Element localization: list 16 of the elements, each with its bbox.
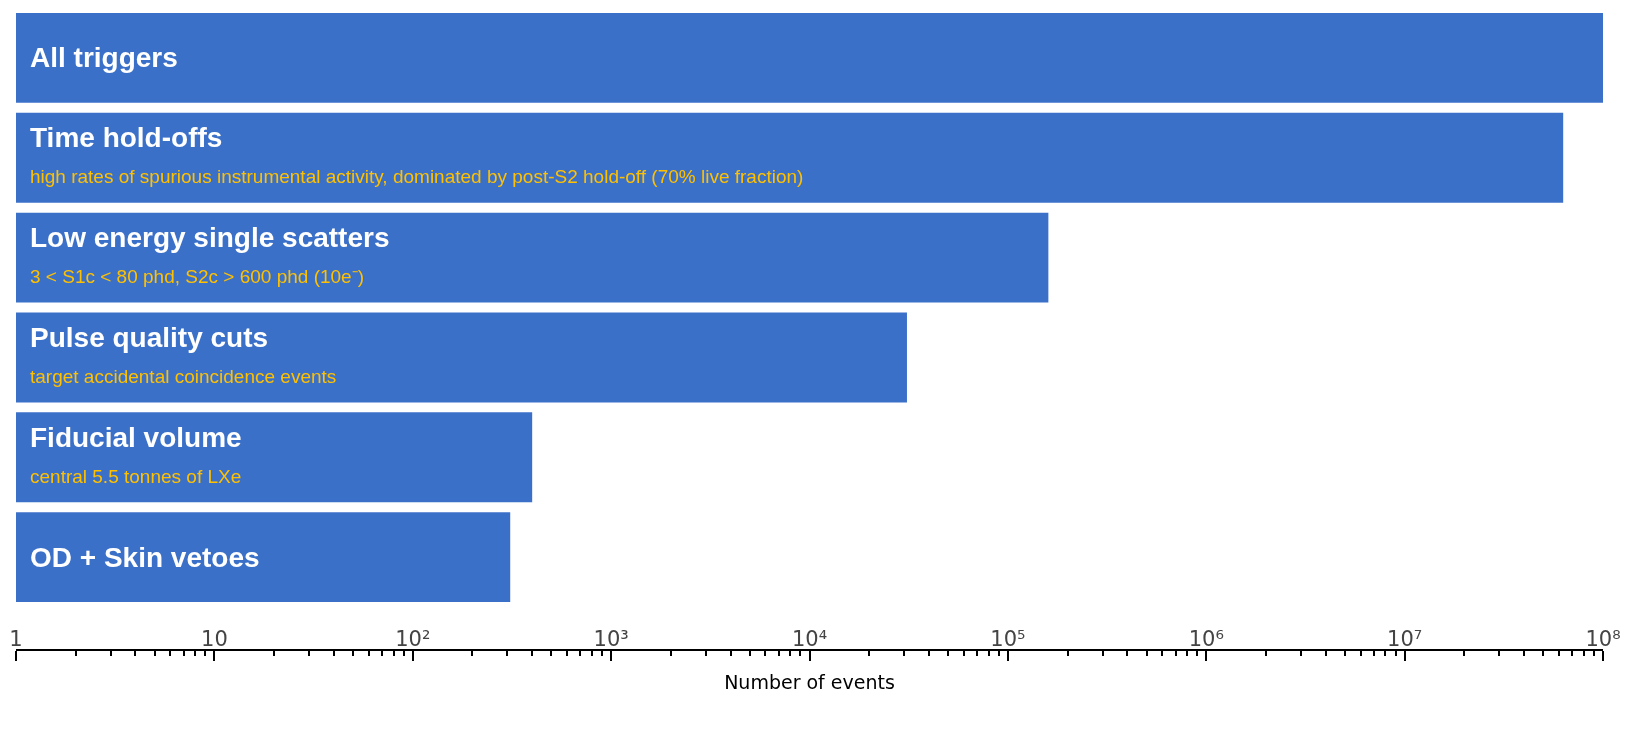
x-tick-label: 10⁶ [1188, 627, 1224, 652]
x-tick-label: 10⁸ [1585, 627, 1621, 652]
x-tick-label: 10⁵ [990, 627, 1026, 652]
x-tick-label: 10² [395, 627, 431, 652]
y-tick-label: Time hold-offs high rates of spurious instrumental activity, dominated by post-S2 hold-off (70% live fraction) [30, 122, 804, 188]
y-tick-label: OD + Skin vetoes [30, 542, 260, 573]
x-tick-label: 1 [9, 627, 23, 652]
x-tick-label: 10⁴ [791, 627, 828, 652]
x-tick-label: 10³ [593, 627, 629, 652]
x-tick-label: 10⁷ [1387, 627, 1423, 652]
x-tick-label: 10 [201, 627, 228, 652]
x-axis-title: Number of events [724, 670, 895, 693]
y-tick-label: Low energy single scatters 3 < S1c < 80 phd, S2c > 600 phd (10e⁻) [30, 222, 390, 288]
y-tick-label: All triggers [30, 42, 178, 73]
y-tick-label: Fiducial volume central 5.5 tonnes of LXe [30, 422, 242, 488]
y-tick-label: Pulse quality cuts target accidental coincidence events [30, 322, 337, 388]
